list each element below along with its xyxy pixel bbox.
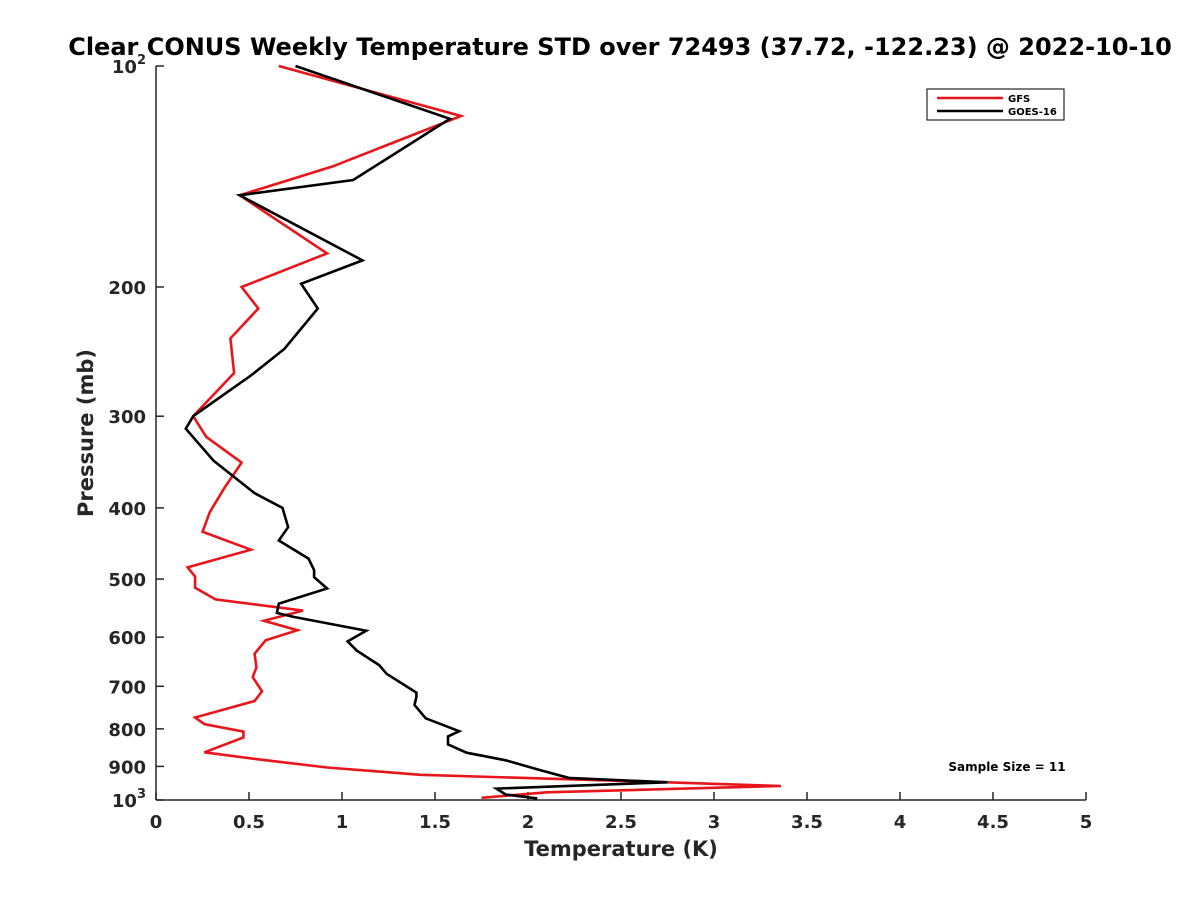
y-tick-label: 200 [108,278,146,299]
x-tick-label: 1 [336,812,349,833]
y-tick-label: 900 [108,757,146,778]
legend-label: GFS [1008,94,1030,105]
y-tick-label: 600 [108,628,146,649]
y-axis-label: Pressure (mb) [74,349,98,517]
x-ticks: 0 0.5 1 1.5 2 2.5 3 3.5 4 4.5 5 [150,792,1093,833]
y-tick-label: 400 [108,499,146,520]
x-tick-label: 0 [150,812,163,833]
y-tick-label: 300 [108,407,146,428]
x-tick-label: 1.5 [419,812,451,833]
y-tick-label: 800 [108,720,146,741]
x-tick-label: 2 [522,812,535,833]
series-line-goes-16 [184,64,668,800]
y-tick-label: 700 [108,677,146,698]
legend-label: GOES-16 [1008,107,1057,118]
x-tick-label: 3.5 [791,812,823,833]
x-tick-label: 2.5 [605,812,637,833]
y-ticks: 102 200 300 400 500 600 700 800 900 103 [108,53,164,812]
x-tick-label: 0.5 [233,812,265,833]
series-line-gfs [185,64,782,800]
x-tick-label: 4.5 [977,812,1009,833]
series-lines [184,64,782,800]
legend: GFS GOES-16 [926,88,1065,121]
y-tick-label: 102 [112,53,146,78]
x-tick-label: 4 [894,812,907,833]
x-tick-label: 5 [1080,812,1093,833]
y-tick-label: 103 [112,787,146,812]
x-axis-label: Temperature (K) [524,837,718,861]
plot-area: 0 0.5 1 1.5 2 2.5 3 3.5 4 4.5 5 102 200 300 400 500 600… [108,53,1092,833]
sample-size-annotation: Sample Size = 11 [948,760,1065,774]
chart-title: Clear CONUS Weekly Temperature STD over … [68,33,1172,61]
x-tick-label: 3 [708,812,721,833]
legend-box [926,88,1065,121]
y-tick-label: 500 [108,570,146,591]
